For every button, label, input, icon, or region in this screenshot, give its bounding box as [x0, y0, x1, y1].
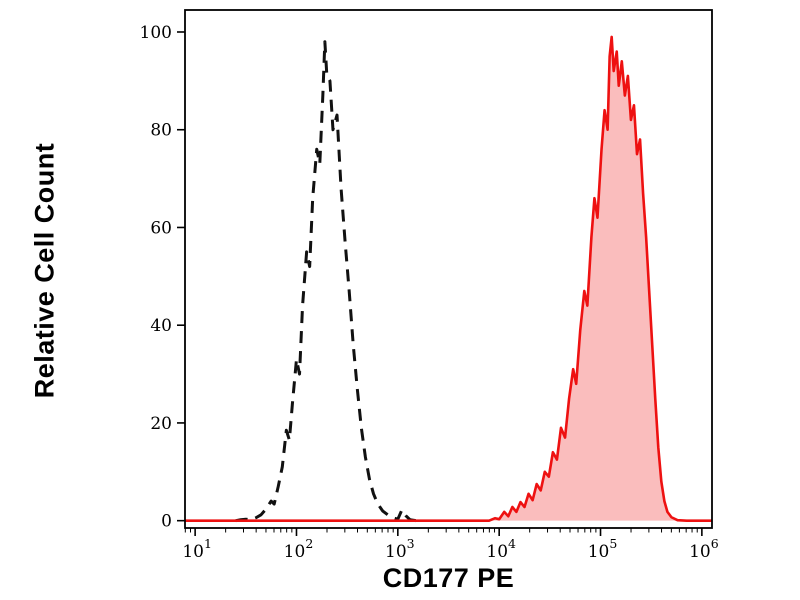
axis-ticks [177, 31, 703, 536]
x-axis-label: CD177 PE [382, 563, 515, 593]
y-tick-label-80: 80 [150, 121, 172, 141]
y-tick-label-20: 20 [150, 414, 172, 434]
x-tick-label-10e1: 101 [182, 536, 212, 562]
series-layer [185, 35, 712, 523]
y-tick-label-100: 100 [140, 23, 172, 43]
x-tick-label-10e2: 102 [284, 536, 314, 562]
axis-tick-labels: 101 102 103 104 105 106 0 20 40 60 80 100 [140, 23, 719, 562]
plot-frame [184, 9, 713, 529]
plot-border [184, 9, 713, 529]
y-tick-label-40: 40 [150, 316, 172, 336]
x-tick-label-10e6: 106 [689, 536, 719, 562]
x-tick-label-10e3: 103 [385, 536, 415, 562]
y-axis-label: Relative Cell Count [29, 142, 60, 399]
dashed-black-control-histogram-curve [235, 40, 417, 523]
y-tick-label-0: 0 [161, 512, 172, 532]
x-tick-label-10e5: 105 [588, 536, 618, 562]
x-tick-label-10e4: 104 [486, 536, 516, 562]
red-filled-stained-histogram-fill [185, 36, 712, 521]
y-tick-label-60: 60 [150, 218, 172, 238]
red-filled-stained-histogram-curve [185, 35, 712, 522]
